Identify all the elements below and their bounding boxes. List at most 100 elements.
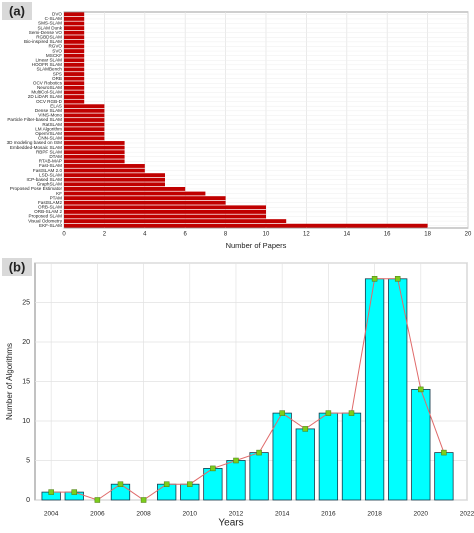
bar: [64, 90, 85, 95]
y-tick-label: SMS-SLAM: [38, 21, 62, 26]
x-axis-label: Years: [218, 518, 243, 528]
x-tick-label: 2022: [460, 511, 474, 518]
y-tick-label: CNN-SLAM: [38, 136, 62, 141]
bar: [64, 168, 145, 173]
panel-label: (a): [9, 3, 25, 18]
bar: [64, 219, 287, 224]
y-tick-label: VINS-Mono: [38, 113, 62, 118]
x-tick-label: 6: [184, 232, 188, 238]
y-tick-label: LSD-SLAM: [39, 172, 62, 177]
x-tick-label: 2018: [367, 511, 382, 518]
bar: [64, 99, 85, 104]
marker: [256, 449, 262, 456]
y-tick-label: Visual Odometry: [28, 218, 63, 223]
y-tick-label: LM Algorithm: [35, 126, 62, 131]
bar: [64, 72, 85, 76]
x-tick-label: 0: [62, 232, 66, 238]
marker: [279, 410, 285, 416]
bar: [64, 104, 105, 109]
bar: [64, 53, 85, 58]
bar: [64, 108, 105, 113]
x-tick-label: 2: [103, 232, 107, 238]
y-tick-label: Bio-inspired SLAM: [24, 39, 62, 44]
y-tick-label: 3D modeling based on ISM: [7, 140, 63, 145]
bar: [64, 76, 85, 81]
bar: [64, 67, 85, 72]
bar: [64, 214, 266, 219]
bar: [64, 150, 125, 155]
bar: [341, 412, 362, 501]
bar: [64, 173, 165, 178]
bar: [64, 223, 428, 228]
marker: [71, 489, 78, 495]
bar: [272, 412, 292, 501]
marker: [233, 457, 239, 464]
x-tick-label: 8: [224, 232, 228, 238]
bar: [318, 412, 339, 501]
marker: [187, 481, 193, 487]
x-tick-label: 10: [263, 232, 270, 238]
y-tick-label: OCV Robotics: [33, 80, 63, 85]
bar: [64, 16, 85, 21]
bar: [249, 452, 269, 501]
x-tick-label: 4: [143, 232, 147, 238]
bar: [64, 159, 125, 164]
marker: [48, 489, 54, 495]
y-tick-label: OpenVSLAM: [35, 131, 62, 136]
bar: [64, 35, 85, 40]
x-tick-label: 2010: [183, 511, 198, 518]
bar: [364, 278, 385, 501]
y-tick-label: FastSLAM2: [38, 200, 62, 205]
y-tick-label: RBPF SLAM: [36, 149, 62, 154]
bar: [64, 58, 85, 63]
x-tick-label: 18: [424, 232, 431, 238]
bar: [64, 122, 105, 127]
bar: [64, 30, 85, 35]
y-tick-label: 10: [22, 418, 30, 425]
bar: [64, 182, 165, 187]
marker: [394, 276, 401, 282]
y-tick-label: Fast-SLAM: [39, 163, 62, 168]
bar: [64, 136, 105, 141]
marker: [140, 497, 147, 503]
y-tick-label: ORB-SLAM: [38, 205, 62, 210]
bar: [64, 131, 105, 136]
y-tick-label: Dense SLAM: [35, 108, 62, 113]
marker: [441, 449, 447, 456]
bar: [226, 460, 246, 501]
bar: [64, 205, 266, 210]
marker: [163, 481, 170, 487]
x-tick-label: 20: [465, 232, 472, 238]
bar: [64, 113, 105, 118]
y-tick-label: 20: [22, 339, 30, 346]
bar: [64, 145, 125, 150]
y-tick-label: OCV RGB-D: [36, 99, 63, 104]
y-tick-label: Proposed SLAM: [29, 214, 63, 219]
x-tick-label: 2020: [414, 511, 429, 518]
bar: [64, 141, 125, 145]
y-tick-label: Proposed Pose Estimator: [10, 186, 63, 191]
bar: [64, 21, 85, 26]
bar: [64, 81, 85, 86]
marker: [325, 410, 332, 416]
bar: [64, 49, 85, 53]
bar: [64, 196, 226, 201]
y-tick-label: RGVO: [48, 44, 62, 49]
y-tick-label: RTAB-MAP: [39, 159, 62, 164]
panel-label-box: [2, 258, 32, 276]
x-tick-label: 16: [384, 232, 391, 238]
bar: [295, 428, 315, 501]
y-tick-label: HOOFR SLAM: [32, 62, 63, 67]
y-tick-label: 0: [26, 497, 30, 504]
y-tick-label: ORB: [52, 76, 62, 81]
y-tick-label: Embedded-Mosaic SLAM: [10, 145, 62, 150]
bar: [64, 187, 186, 191]
y-tick-label: SLAMBench: [36, 67, 62, 72]
marker: [348, 410, 355, 416]
x-tick-label: 2016: [321, 511, 336, 518]
bar: [64, 62, 85, 67]
bar: [434, 452, 454, 501]
marker: [371, 276, 378, 282]
y-tick-label: ORB-SLAM 2: [34, 209, 62, 214]
